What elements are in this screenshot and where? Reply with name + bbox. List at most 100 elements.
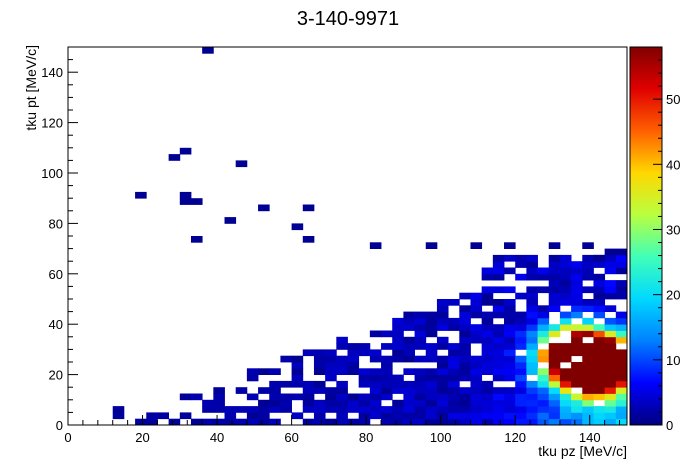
heatmap-cell — [179, 393, 192, 401]
heatmap-cell — [571, 324, 583, 331]
heatmap-cell — [593, 355, 606, 363]
heatmap-cell — [548, 324, 561, 331]
heatmap-cell — [392, 317, 404, 325]
heatmap-cell — [190, 393, 203, 401]
heatmap-cell — [302, 406, 315, 413]
heatmap-cell — [504, 399, 516, 407]
heatmap-cell — [526, 393, 538, 401]
heatmap-cell — [481, 330, 494, 338]
heatmap-cell — [504, 374, 516, 382]
heatmap-cell — [448, 387, 460, 394]
heatmap-cell — [224, 406, 237, 413]
heatmap-cell — [615, 349, 628, 357]
heatmap-cell — [615, 418, 628, 426]
heatmap-cell — [448, 380, 460, 388]
heatmap-cell — [615, 286, 628, 294]
heatmap-cell — [381, 412, 393, 420]
heatmap-cell — [213, 393, 225, 401]
heatmap-cell — [492, 311, 505, 319]
heatmap-cell — [582, 267, 594, 275]
heatmap-cell — [537, 349, 550, 357]
heatmap-cell — [492, 368, 505, 375]
heatmap-cell — [593, 280, 606, 287]
heatmap-cell — [537, 406, 550, 413]
heatmap-cell — [604, 336, 617, 344]
heatmap-cell — [515, 368, 527, 375]
z-tick-label: 10 — [666, 353, 680, 368]
heatmap-cell — [504, 317, 516, 325]
heatmap-cell — [604, 387, 617, 394]
heatmap-cell — [280, 393, 292, 401]
heatmap-cell — [582, 254, 594, 262]
heatmap-cell — [515, 343, 527, 350]
heatmap-cell — [593, 324, 606, 331]
heatmap-cell — [593, 292, 606, 300]
heatmap-cell — [582, 349, 594, 357]
heatmap-cell — [291, 380, 304, 388]
heatmap-cell — [436, 336, 449, 344]
heatmap-cell — [548, 267, 561, 275]
heatmap-cell — [291, 223, 304, 231]
heatmap-cell — [369, 387, 382, 394]
heatmap-cell — [582, 355, 594, 363]
heatmap-cell — [470, 330, 483, 338]
heatmap-cell — [571, 292, 583, 300]
heatmap-cell — [381, 380, 393, 388]
heatmap-cell — [336, 412, 348, 420]
heatmap-cell — [559, 387, 572, 394]
heatmap-cell — [615, 248, 628, 256]
heatmap-cell — [470, 368, 483, 375]
heatmap-cell — [515, 387, 527, 394]
heatmap-cell — [202, 399, 214, 407]
heatmap-cell — [604, 393, 617, 401]
heatmap-cell — [571, 399, 583, 407]
heatmap-cell — [235, 406, 248, 413]
heatmap-cell — [604, 248, 617, 256]
heatmap-cell — [593, 374, 606, 382]
heatmap-cell — [470, 380, 483, 388]
heatmap-cell — [291, 374, 304, 382]
heatmap-cell — [548, 349, 561, 357]
heatmap-cell — [604, 267, 617, 275]
heatmap-cell — [593, 393, 606, 401]
heatmap-cell — [347, 368, 360, 375]
heatmap-cell — [459, 336, 471, 344]
heatmap-cell — [224, 412, 237, 420]
heatmap-cell — [336, 336, 348, 344]
heatmap-cell — [492, 336, 505, 344]
heatmap-cell — [604, 418, 617, 426]
heatmap-cell — [593, 286, 606, 294]
heatmap-cell — [313, 349, 326, 357]
heatmap-cell — [425, 374, 438, 382]
heatmap-cell — [403, 412, 415, 420]
heatmap-cell — [515, 393, 527, 401]
heatmap-cell — [436, 324, 449, 331]
heatmap-cell — [526, 311, 538, 319]
y-tick-label: 140 — [41, 65, 63, 80]
heatmap-cell — [615, 412, 628, 420]
heatmap-cell — [504, 305, 516, 312]
heatmap-cell — [459, 393, 471, 401]
heatmap-cell — [403, 349, 415, 357]
heatmap-cell — [504, 368, 516, 375]
heatmap-cell — [504, 267, 516, 275]
z-tick-label: 50 — [666, 92, 680, 107]
heatmap-cell — [347, 399, 360, 407]
heatmap-cell — [112, 412, 125, 420]
heatmap-cell — [571, 349, 583, 357]
heatmap-cell — [448, 355, 460, 363]
x-tick-label: 60 — [284, 430, 298, 445]
heatmap-cell — [414, 368, 427, 375]
heatmap-cell — [459, 412, 471, 420]
heatmap-cell — [593, 330, 606, 338]
heatmap-cell — [481, 355, 494, 363]
heatmap-cell — [492, 343, 505, 350]
heatmap-cell — [515, 412, 527, 420]
heatmap-cell — [504, 418, 516, 426]
heatmap-cell — [369, 399, 382, 407]
heatmap-cell — [582, 286, 594, 294]
heatmap-cell — [504, 387, 516, 394]
heatmap-cell — [269, 368, 281, 375]
heatmap-cell — [615, 355, 628, 363]
heatmap-cell — [179, 147, 192, 155]
